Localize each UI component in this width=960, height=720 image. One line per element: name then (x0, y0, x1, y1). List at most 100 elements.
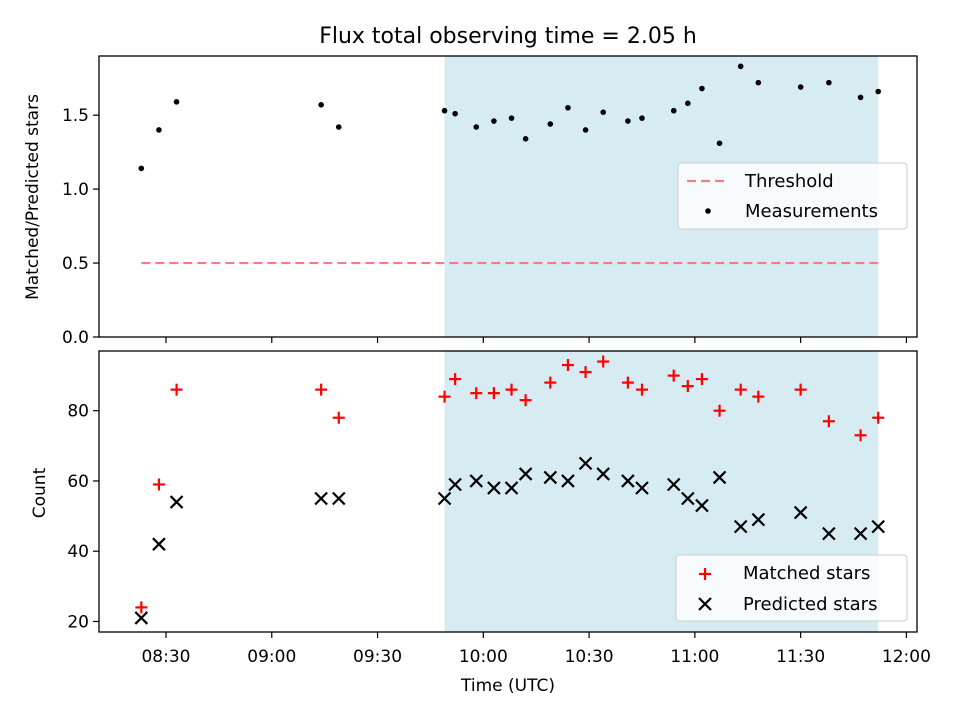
measurement-point (318, 102, 324, 108)
ratio-panel: 0.0 0.5 1.0 1.5 Matched/Predicted stars Thr… (23, 55, 918, 348)
ratio-legend: Threshold Measurements (677, 162, 908, 230)
ratio-legend-box (677, 162, 908, 230)
matched-star-point (315, 383, 328, 396)
ratio-x-ticks (165, 337, 908, 343)
matched-star-point (438, 390, 451, 403)
matched-star-point (487, 387, 500, 400)
predicted-star-marker-b (331, 491, 346, 506)
matched-star-point (135, 601, 148, 614)
predicted-star-point (331, 491, 346, 506)
x-tick-label: 11:30 (776, 647, 825, 667)
x-tick-label: 10:00 (459, 647, 508, 667)
predicted-star-marker-b (314, 491, 328, 506)
count-panel: 20 40 60 80 08:30 09:00 09:30 10:00 10:30 11:00 1… (30, 350, 931, 696)
matched-star-point (561, 359, 574, 372)
matched-star-point (713, 404, 726, 417)
matched-star-point (621, 376, 634, 389)
predicted-star-marker-b (733, 519, 748, 534)
measurement-point (857, 94, 864, 101)
matched-star-point (470, 387, 483, 400)
predicted-star-point (561, 474, 575, 488)
predicted-star-marker-b (621, 474, 635, 488)
count-y-ticks: 20 40 60 80 (67, 402, 99, 632)
matched-star-point (667, 369, 680, 382)
measurement-points (138, 63, 882, 172)
predicted-star-marker-b (666, 477, 681, 492)
matched-star-point (597, 355, 610, 368)
x-axis-label: Time (UTC) (460, 676, 555, 696)
measurement-point (670, 107, 677, 114)
measurement-point (699, 85, 705, 92)
x-tick-label: 08:30 (141, 647, 190, 667)
predicted-star-point (681, 491, 695, 506)
matched-star-point (544, 376, 557, 389)
matched-star-point (734, 383, 747, 396)
predicted-star-point (518, 467, 533, 481)
predicted-star-marker-b (712, 470, 727, 485)
ratio-y-tick-label: 1.5 (62, 106, 89, 126)
measurement-point (639, 115, 645, 121)
legend-matched-label: Matched stars (743, 563, 870, 584)
matched-star-point (854, 429, 867, 442)
count-y-tick-label: 60 (67, 472, 89, 492)
legend-predicted-label: Predicted stars (743, 594, 877, 615)
measurement-point (755, 79, 762, 86)
matched-star-point (579, 366, 592, 379)
predicted-star-point (666, 477, 681, 492)
predicted-star-marker-b (751, 512, 766, 527)
predicted-star-point (871, 519, 885, 534)
predicted-star-point (152, 537, 166, 551)
predicted-star-marker-b (578, 456, 593, 471)
measurement-point (452, 110, 458, 117)
predicted-star-point (314, 491, 328, 506)
predicted-star-point (695, 498, 709, 513)
predicted-star-point (169, 495, 184, 509)
predicted-star-point (543, 470, 558, 485)
x-tick-label: 10:30 (565, 647, 614, 667)
measurement-point (441, 107, 448, 114)
matched-star-point (681, 380, 694, 393)
measurement-point (335, 124, 342, 130)
count-y-tick-label: 40 (67, 542, 89, 562)
measurement-point (600, 109, 606, 115)
x-tick-label: 09:00 (247, 647, 296, 667)
predicted-star-marker-b (437, 491, 452, 506)
count-x-ticks: 08:30 09:00 09:30 10:00 10:30 11:00 11:30 12:00 (141, 632, 931, 667)
legend-threshold-label: Threshold (744, 171, 834, 192)
matched-star-point (505, 383, 518, 396)
predicted-star-marker-b (596, 467, 610, 481)
predicted-star-points (134, 456, 885, 625)
matched-star-points (135, 355, 885, 614)
count-axes-frame (98, 350, 918, 633)
predicted-star-marker-b (504, 481, 519, 495)
chart-title: Flux total observing time = 2.05 h (319, 24, 697, 49)
matched-star-point (872, 411, 885, 424)
predicted-star-marker-b (169, 495, 184, 509)
count-y-tick-label: 80 (67, 402, 89, 422)
measurement-point (826, 79, 832, 86)
matched-star-point (449, 373, 462, 386)
ratio-y-tick-label: 1.0 (62, 180, 89, 200)
measurement-point (737, 63, 744, 70)
measurement-point (797, 84, 804, 90)
measurement-point (625, 118, 631, 124)
ratio-axes-frame (98, 55, 918, 338)
predicted-star-marker-b (853, 526, 868, 541)
predicted-star-point (621, 474, 635, 488)
predicted-star-point (578, 456, 593, 471)
predicted-star-marker-b (469, 474, 484, 488)
matched-star-point (695, 373, 708, 386)
matched-star-point (170, 383, 183, 396)
predicted-star-point (437, 491, 452, 506)
measurement-point (508, 115, 515, 121)
matched-star-point (752, 390, 765, 403)
x-tick-label: 09:30 (353, 647, 402, 667)
predicted-star-marker-b (448, 477, 462, 492)
predicted-star-marker-b (695, 498, 709, 513)
predicted-star-point (134, 611, 149, 625)
ratio-y-tick-label: 0.0 (62, 328, 89, 348)
predicted-star-point (469, 474, 484, 488)
predicted-star-marker-b (134, 611, 149, 625)
measurement-point (522, 136, 529, 142)
predicted-star-marker-b (871, 519, 885, 534)
